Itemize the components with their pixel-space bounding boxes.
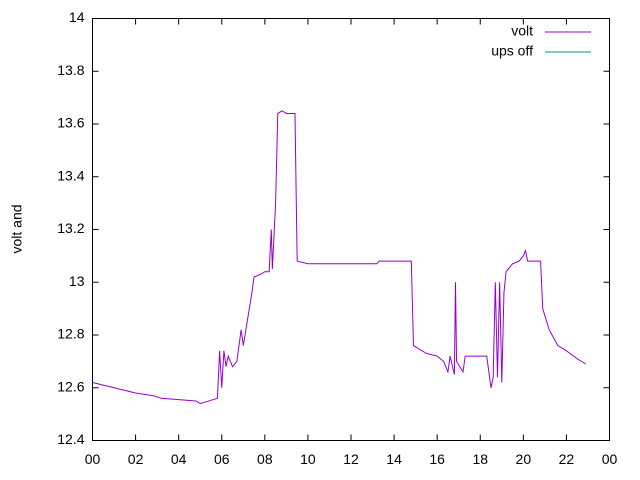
y-tick-label: 13 <box>69 273 85 289</box>
y-tick-label: 13.2 <box>57 220 84 236</box>
plot-border <box>92 18 610 441</box>
x-tick-label: 10 <box>300 451 316 467</box>
y-tick-label: 14 <box>69 9 85 25</box>
y-axis-label: volt and <box>9 204 25 253</box>
x-tick-label: 00 <box>85 451 101 467</box>
y-tick-label: 12.8 <box>57 326 84 342</box>
legend-label: volt <box>511 23 533 39</box>
x-tick-label: 16 <box>429 451 445 467</box>
x-tick-label: 08 <box>257 451 273 467</box>
x-tick-label: 18 <box>472 451 488 467</box>
data-line <box>92 110 587 405</box>
y-tick-label: 13.8 <box>57 62 84 78</box>
x-tick-label: 00 <box>602 451 618 467</box>
x-tick-label: 04 <box>171 451 187 467</box>
x-tick-label: 12 <box>343 451 359 467</box>
x-tick-label: 02 <box>128 451 144 467</box>
x-tick-label: 22 <box>559 451 575 467</box>
y-tick-label: 13.6 <box>57 115 84 131</box>
x-tick-label: 06 <box>214 451 230 467</box>
x-tick-label: 20 <box>516 451 532 467</box>
x-tick-label: 14 <box>386 451 402 467</box>
y-tick-label: 13.4 <box>57 167 84 183</box>
y-tick-label: 12.4 <box>57 431 84 447</box>
y-tick-label: 12.6 <box>57 378 84 394</box>
legend-label: ups off <box>491 43 533 59</box>
